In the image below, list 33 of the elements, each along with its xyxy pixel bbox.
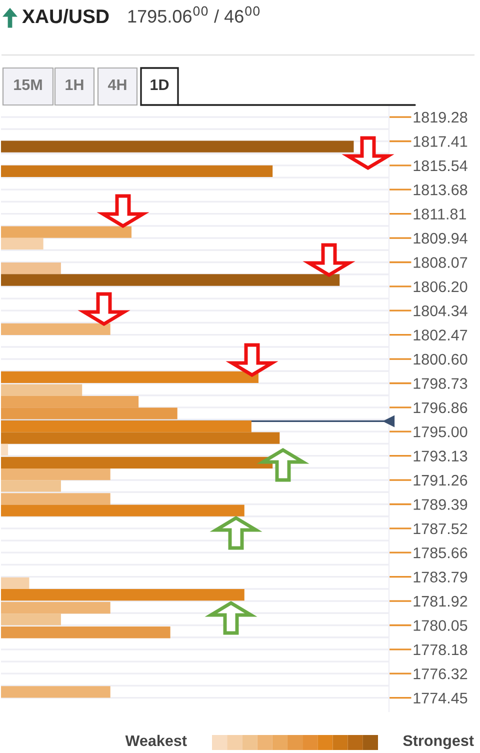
text: 4H: [108, 79, 126, 90]
y-tick-label: 1781.92: [414, 596, 468, 607]
y-tick-label: 1808.07: [414, 257, 468, 268]
y-tick-label: 1793.13: [414, 450, 468, 462]
y-tick-label: 1819.28: [414, 112, 468, 123]
y-tick-label: 1774.45: [414, 692, 468, 704]
text: 1H: [66, 79, 84, 90]
text: Weakest: [125, 734, 187, 746]
y-tick-label: 1815.54: [414, 160, 468, 172]
y-tick-label: 1780.05: [414, 620, 468, 631]
y-tick-label: 1791.26: [414, 474, 468, 486]
y-tick-label: 1809.94: [414, 232, 468, 244]
chart-title: XAU/USD: [22, 8, 109, 24]
y-tick-label: 1795.00: [414, 426, 468, 438]
chart-subtitle: 1795.06$^{00}$ / 46$^{00}$: [128, 6, 260, 23]
y-tick-label: 1813.68: [414, 184, 468, 196]
y-tick-label: 1804.34: [414, 305, 468, 316]
y-tick-label: 1817.41: [414, 136, 468, 147]
y-tick-label: 1778.18: [414, 644, 468, 656]
y-tick-label: 1787.52: [414, 523, 468, 534]
y-tick-label: 1802.47: [414, 330, 468, 340]
y-tick-label: 1806.20: [414, 281, 468, 292]
y-tick-label: 1796.86: [414, 402, 468, 414]
y-tick-label: 1798.73: [414, 378, 468, 389]
y-tick-label: 1776.32: [414, 668, 468, 680]
text: Strongest: [403, 735, 474, 750]
y-tick-label: 1800.60: [414, 354, 468, 365]
text: 1D: [150, 79, 169, 90]
text: 15M: [14, 79, 42, 90]
y-tick-label: 1789.39: [414, 499, 468, 510]
y-tick-label: 1811.81: [414, 208, 466, 220]
y-tick-label: 1783.79: [414, 572, 468, 582]
y-tick-label: 1785.66: [414, 547, 468, 558]
